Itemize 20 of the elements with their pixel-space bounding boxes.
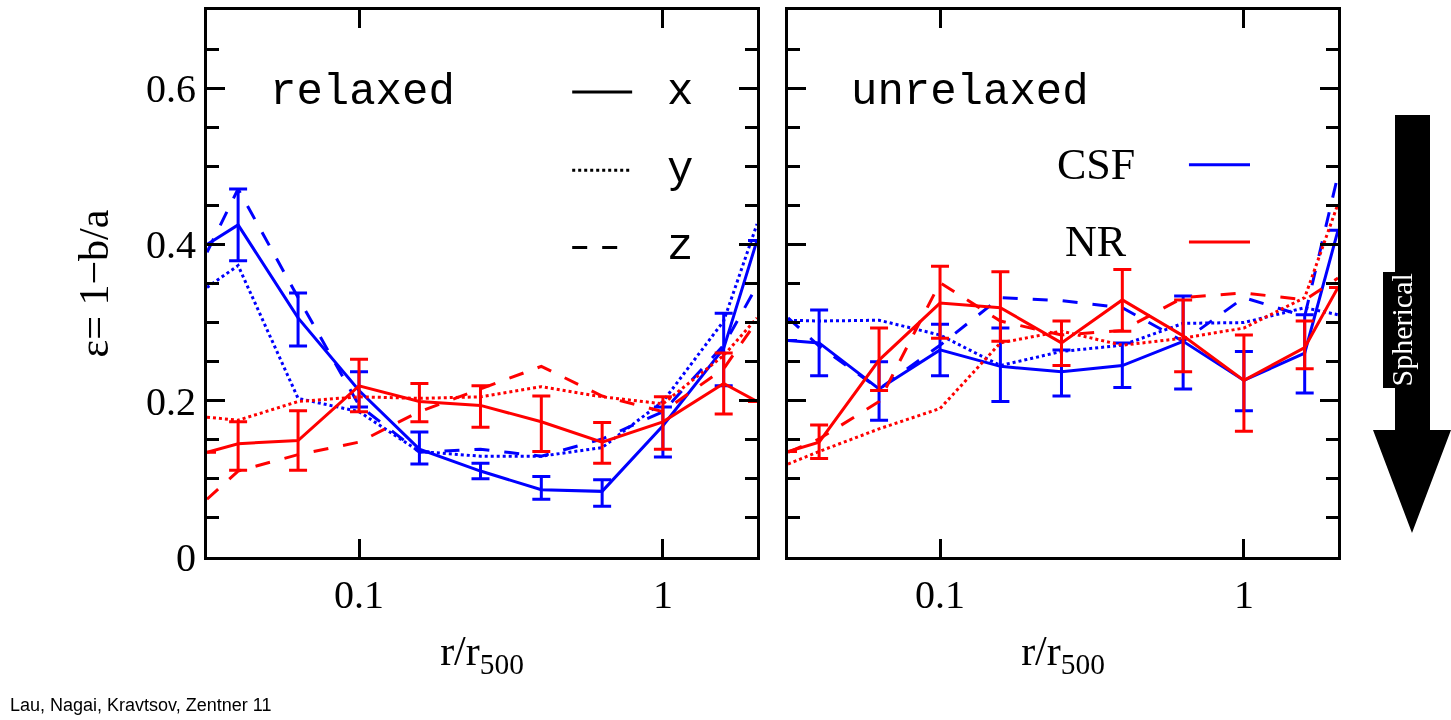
annotation: x: [667, 67, 694, 117]
y-axis-title: ε= 1−b/a: [70, 209, 117, 358]
x-tick-label: 0.1: [334, 572, 385, 617]
x-axis-title: r/r$_{500}$: [1021, 627, 1105, 680]
annotation: unrelaxed: [851, 67, 1089, 117]
text: Spherical: [1384, 273, 1418, 387]
x-tick-label: 1: [652, 572, 673, 617]
x-tick-label: 1: [1233, 572, 1254, 617]
annotation: z: [667, 222, 694, 272]
annotation: NR: [1065, 217, 1127, 266]
annotation: CSF: [1057, 140, 1136, 189]
x-axis-title: r/r$_{500}$: [440, 627, 524, 680]
y-tick-label: 0.2: [146, 378, 196, 424]
y-tick-label: 0: [176, 535, 196, 580]
text: Lau, Nagai, Kravtsov, Zentner 11: [10, 695, 272, 715]
annotation: y: [667, 145, 694, 195]
x-tick-label: 0.1: [915, 572, 966, 617]
y-tick-label: 0.4: [146, 222, 196, 268]
y-tick-label: 0.6: [146, 66, 196, 112]
annotation: relaxed: [270, 67, 455, 117]
